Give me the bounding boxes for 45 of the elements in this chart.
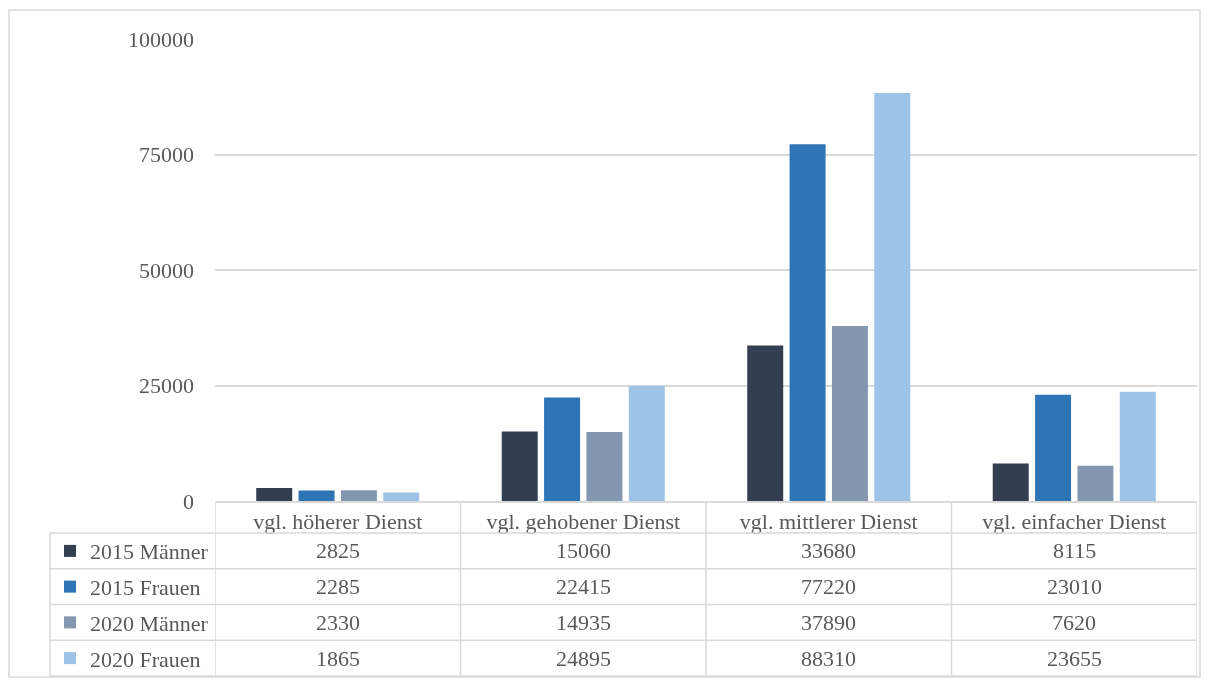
- bar: [340, 490, 377, 501]
- data-label: 8115: [1053, 538, 1097, 563]
- y-tick-label: 0: [183, 488, 194, 514]
- data-label: 77220: [801, 574, 856, 599]
- y-tick-label: 50000: [139, 257, 194, 283]
- x-tick-label: vgl. höherer Dienst: [253, 509, 423, 535]
- data-label: 2330: [316, 610, 360, 635]
- x-tick-label: vgl. mittlerer Dienst: [739, 509, 918, 535]
- legend-label: 2020 Frauen: [90, 646, 201, 672]
- data-label: 33680: [801, 538, 856, 563]
- y-tick-label: 100000: [128, 26, 194, 52]
- bar: [298, 490, 335, 501]
- data-label: 88310: [801, 646, 856, 671]
- data-label: 14935: [556, 610, 611, 635]
- bar: [383, 492, 420, 501]
- data-label: 15060: [556, 538, 611, 563]
- data-label: 1865: [316, 646, 360, 671]
- bar: [874, 93, 911, 501]
- y-tick-label: 75000: [139, 142, 194, 168]
- bar: [1119, 391, 1156, 501]
- data-label: 23655: [1047, 646, 1102, 671]
- x-tick-label: vgl. gehobener Dienst: [486, 509, 681, 535]
- bar: [992, 463, 1029, 501]
- bar: [1077, 465, 1114, 501]
- bar: [1035, 394, 1072, 501]
- data-label: 24895: [556, 646, 611, 671]
- data-label: 22415: [556, 574, 611, 599]
- legend-label: 2015 Männer: [90, 539, 209, 565]
- data-label: 2825: [316, 538, 360, 563]
- data-label: 2285: [316, 574, 360, 599]
- y-tick-label: 25000: [139, 373, 194, 399]
- bar: [747, 345, 784, 501]
- bar: [586, 432, 623, 501]
- data-label: 23010: [1047, 574, 1102, 599]
- bar: [501, 431, 538, 501]
- data-label: 7620: [1052, 610, 1096, 635]
- legend-label: 2020 Männer: [90, 610, 209, 636]
- legend-label: 2015 Frauen: [90, 575, 201, 601]
- bar: [256, 487, 293, 501]
- bar: [789, 144, 826, 501]
- x-tick-label: vgl. einfacher Dienst: [982, 509, 1167, 535]
- bar: [628, 385, 665, 501]
- bar: [831, 325, 868, 501]
- bar: [544, 397, 581, 501]
- data-label: 37890: [801, 610, 856, 635]
